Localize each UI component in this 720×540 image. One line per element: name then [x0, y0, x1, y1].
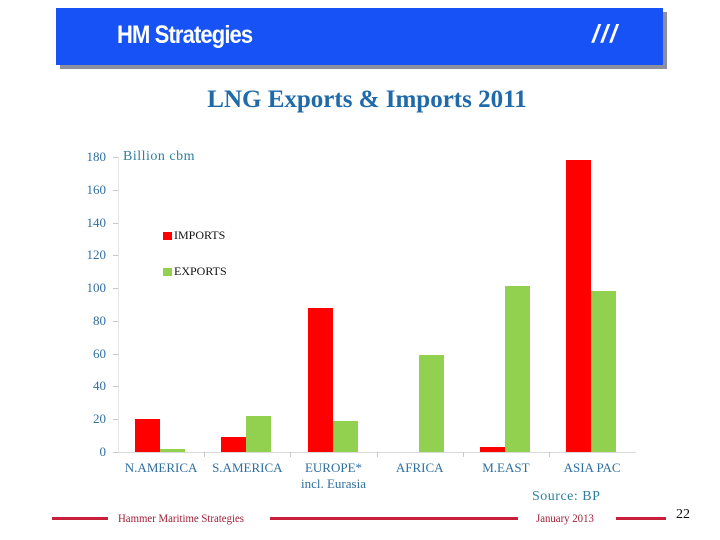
bar-imports	[221, 437, 247, 452]
bar-exports	[160, 448, 186, 452]
x-category-label-line: S.AMERICA	[212, 460, 283, 475]
x-category-label-line: N.AMERICA	[124, 460, 198, 475]
x-category-label: M.EAST	[463, 460, 549, 476]
x-category-label: S.AMERICA	[204, 460, 290, 476]
footer-company: Hammer Maritime Strategies	[118, 511, 244, 525]
header-banner: HM Strategies ///	[56, 8, 663, 65]
bar-exports	[418, 355, 444, 452]
y-axis-unit-label: Billion cbm	[123, 149, 195, 164]
y-tick-mark	[113, 452, 118, 453]
brand-title: HM Strategies	[117, 21, 253, 49]
x-axis-tick	[376, 452, 378, 457]
imports-swatch-icon	[163, 231, 172, 240]
x-axis-tick	[290, 452, 292, 457]
x-category-label: N.AMERICA	[118, 460, 204, 476]
bar-exports	[332, 420, 358, 452]
x-category-label-line: incl. Eurasia	[301, 476, 366, 491]
y-tick-mark	[113, 386, 118, 388]
y-tick-label: 160	[86, 181, 107, 197]
y-tick-label: 80	[93, 312, 106, 328]
y-tick-mark	[113, 222, 118, 224]
x-category-label: EUROPE* incl. Eurasia	[291, 460, 377, 492]
legend-label-exports: EXPORTS	[174, 264, 227, 278]
y-tick-mark	[113, 419, 118, 421]
exports-swatch-icon	[163, 267, 172, 276]
bar-imports	[479, 447, 505, 452]
y-tick-label: 20	[93, 411, 106, 427]
legend-item-imports: IMPORTS	[163, 228, 225, 243]
footer-rule-left	[52, 517, 108, 520]
chart-title: LNG Exports & Imports 2011	[207, 86, 527, 113]
x-axis-tick	[462, 452, 464, 457]
bar-exports	[591, 291, 617, 452]
y-tick-mark	[113, 353, 118, 355]
footer-rule-middle	[270, 517, 518, 520]
y-tick-label: 100	[86, 280, 107, 296]
bar-exports	[504, 286, 530, 452]
x-category-label-line: M.EAST	[482, 460, 530, 475]
bar-imports	[307, 307, 333, 452]
x-category-label-line: EUROPE*	[304, 460, 363, 475]
bar-imports	[135, 419, 161, 452]
bar-exports	[246, 415, 272, 452]
bar-imports	[566, 160, 592, 452]
x-category-label: ASIA PAC	[549, 460, 635, 476]
legend-label-imports: IMPORTS	[174, 228, 226, 242]
y-tick-mark	[113, 255, 118, 257]
y-tick-label: 120	[86, 247, 107, 263]
page-number: 22	[676, 507, 690, 522]
slash-mark: ///	[592, 20, 619, 48]
y-tick-label: 180	[86, 149, 107, 164]
y-tick-label: 40	[93, 378, 106, 394]
x-category-label: AFRICA	[377, 460, 463, 476]
y-tick-mark	[113, 157, 118, 158]
y-tick-label: 0	[99, 444, 107, 459]
y-tick-mark	[113, 189, 118, 191]
source-note: Source: BP	[532, 489, 601, 504]
x-axis-tick	[549, 452, 550, 457]
y-tick-label: 140	[86, 214, 107, 230]
y-tick-mark	[113, 320, 118, 322]
x-axis-tick	[204, 452, 206, 457]
x-category-label-line: AFRICA	[395, 460, 444, 475]
y-tick-mark	[113, 288, 118, 290]
legend-item-exports: EXPORTS	[163, 264, 227, 279]
y-tick-label: 60	[93, 345, 106, 361]
y-axis-line	[118, 157, 119, 453]
footer-date: January 2013	[536, 511, 594, 525]
footer-rule-right	[616, 517, 666, 520]
x-category-label-line: ASIA PAC	[563, 460, 621, 475]
